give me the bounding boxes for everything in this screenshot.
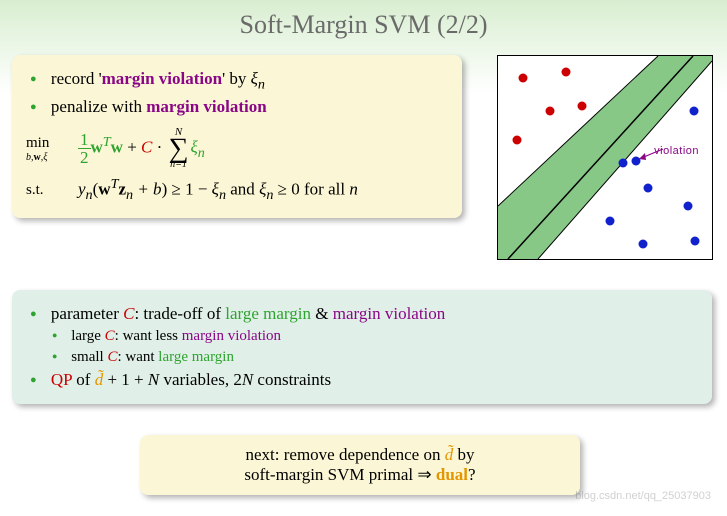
constraint-expr: yn(wTzn + b) ≥ 1 − ξn and ξn ≥ 0 for all… xyxy=(78,176,358,204)
next-box: next: remove dependence on d̃ by soft-ma… xyxy=(140,435,580,495)
bullet-small-c: small C: want large margin xyxy=(52,349,698,366)
bullet-qp: QP of d̃ + 1 + N variables, 2N constrain… xyxy=(30,370,698,390)
objective-expr: 12wTw + C · N∑n=1ξn xyxy=(78,127,205,170)
watermark: blog.csdn.net/qq_25037903 xyxy=(575,490,711,502)
next-line1: next: remove dependence on d̃ by xyxy=(154,445,566,465)
next-line2: soft-margin SVM primal ⇒ dual? xyxy=(154,465,566,485)
constraint-row: s.t. yn(wTzn + b) ≥ 1 − ξn and ξn ≥ 0 fo… xyxy=(26,176,448,204)
min-label: min b,w,ξ xyxy=(26,135,78,163)
svm-svg xyxy=(498,56,712,259)
bullet-large-c: large C: want less margin violation xyxy=(52,328,698,345)
violation-label: violation xyxy=(654,145,699,157)
bullet-penalize: penalize with margin violation xyxy=(30,97,448,117)
slide-title: Soft-Margin SVM (2/2) xyxy=(0,0,727,48)
bullet-box-2: parameter C: trade-off of large margin &… xyxy=(12,290,712,404)
svm-diagram xyxy=(497,55,713,260)
bullet-box-1: record 'margin violation' by ξn penalize… xyxy=(12,55,462,218)
st-label: s.t. xyxy=(26,182,78,199)
objective-row: min b,w,ξ 12wTw + C · N∑n=1ξn xyxy=(26,127,448,170)
bullet-param-c: parameter C: trade-off of large margin &… xyxy=(30,304,698,324)
bullet-record: record 'margin violation' by ξn xyxy=(30,69,448,93)
